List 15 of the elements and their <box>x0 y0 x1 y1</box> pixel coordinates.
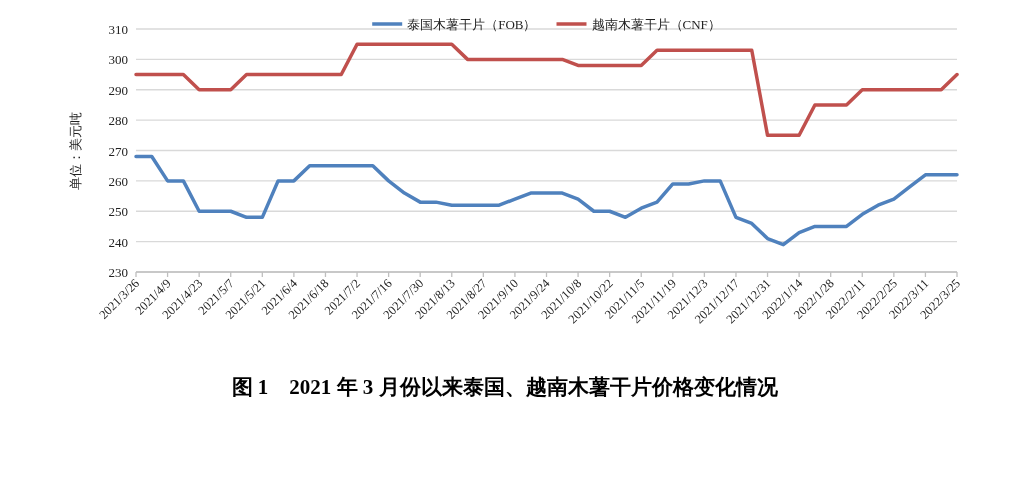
y-tick-label: 230 <box>108 265 128 280</box>
legend-label: 越南木薯干片（CNF） <box>591 17 721 32</box>
y-tick-label: 280 <box>108 113 128 129</box>
line-series <box>134 154 959 247</box>
text: 图 1 2021 年 3 月份以来泰国、越南木薯干片价格变化情况 <box>231 375 779 399</box>
y-tick-label: 290 <box>108 82 128 98</box>
y-tick-label: 260 <box>108 173 128 189</box>
y-tick-label: 240 <box>108 234 128 250</box>
y-axis-title: 单位：美元吨 <box>68 111 83 190</box>
y-tick-label: 310 <box>108 22 128 37</box>
y-tick-label: 270 <box>108 143 128 159</box>
y-tick-label: 300 <box>108 52 128 68</box>
legend-label: 泰国木薯干片（FOB） <box>407 17 537 32</box>
line-series <box>134 42 959 138</box>
y-tick-label: 250 <box>108 204 128 220</box>
